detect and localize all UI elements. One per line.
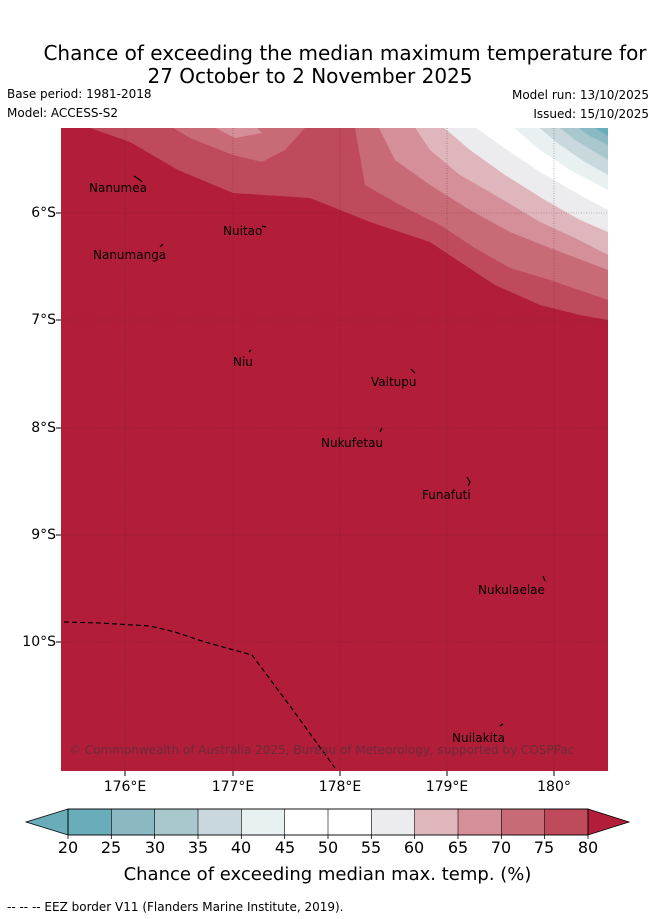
island-nanumanga-outline [159,243,164,248]
place-label-niu: Niu [233,355,253,369]
map-title-line-1: Chance of exceeding the median maximum t… [43,41,647,65]
lat-label-6s: 6°S [31,205,56,221]
colorbar-cell [457,808,502,836]
colorbar-cell [284,808,329,836]
base-period: Base period: 1981-2018 [7,87,152,101]
lat-label-8s: 8°S [31,420,56,436]
colorbar-cell [154,808,199,836]
island-nukulaelae-outline [542,575,546,582]
island-vaitupu-outline [410,368,416,374]
colorbar-cell [241,808,286,836]
colorbar-cell [371,808,416,836]
colorbar-cell [111,808,156,836]
band-25 [578,128,608,145]
colorbar [24,808,631,839]
colorbar-cell [67,808,112,836]
colorbar-tick-marks [67,835,589,839]
gridlines [61,128,608,771]
island-nuitao-outline [261,225,267,228]
place-label-funafuti: Funafuti [422,488,471,502]
copyright-notice: © Commonwealth of Australia 2025, Bureau… [69,743,575,757]
colorbar-tick-70: 70 [490,838,512,857]
colorbar-tick-35: 35 [187,838,209,857]
probability-map [56,128,608,776]
probability-contours [61,128,608,771]
eez-legend-note: -- -- -- EEZ border V11 (Flanders Marine… [7,900,344,914]
colorbar-cell [544,808,589,836]
place-label-nukulaelae: Nukulaelae [478,583,545,597]
colorbar-cell [501,808,546,836]
colorbar-tick-45: 45 [274,838,296,857]
lat-label-10s: 10°S [22,634,56,650]
colorbar-tick-30: 30 [144,838,166,857]
place-label-nanumanga: Nanumanga [93,248,167,262]
model-name: Model: ACCESS-S2 [7,106,119,120]
colorbar-tick-75: 75 [533,838,555,857]
colorbar-tick-20: 20 [57,838,79,857]
colorbar-tick-60: 60 [403,838,425,857]
lon-label-179e: 179°E [425,779,469,795]
axis-ticks [56,212,555,776]
place-label-nuilakita: Nuilakita [452,731,505,745]
colorbar-tick-80: 80 [577,838,599,857]
colorbar-cells [67,808,589,836]
colorbar-high-arrow [587,808,631,836]
place-label-nukufetau: Nukufetau [321,436,384,450]
place-label-nuitao: Nuitao [223,224,263,238]
island-niu-outline [248,349,252,353]
map-title-line-2: 27 October to 2 November 2025 [147,64,473,88]
place-label-vaitupu: Vaitupu [371,375,417,389]
issued-date: Issued: 15/10/2025 [533,107,649,121]
lon-label-176e: 176°E [103,779,147,795]
island-nukufetau-outline [379,427,383,433]
colorbar-tick-55: 55 [360,838,382,857]
band-20 [595,128,608,136]
island-nanumea-outline [133,175,143,183]
colorbar-tick-50: 50 [317,838,339,857]
colorbar-low-arrow [24,808,69,836]
place-label-nanumea: Nanumea [89,181,147,195]
band-70-patch [215,128,262,138]
island-outlines [133,175,546,727]
lat-label-7s: 7°S [31,312,56,328]
model-run: Model run: 13/10/2025 [511,88,649,102]
lat-label-9s: 9°S [31,527,56,543]
colorbar-title: Chance of exceeding median max. temp. (%… [123,864,532,885]
lon-label-177e: 177°E [211,779,255,795]
colorbar-cell [414,808,459,836]
colorbar-tick-25: 25 [100,838,122,857]
colorbar-cell [327,808,372,836]
island-funafuti-outline [466,476,471,487]
colorbar-tick-40: 40 [230,838,252,857]
colorbar-cell [197,808,242,836]
colorbar-tick-65: 65 [447,838,469,857]
island-nuilakita-outline [499,723,504,727]
eez-border-line [63,621,336,769]
lon-label-178e: 178°E [318,779,362,795]
lon-label-180: 180° [537,779,571,795]
